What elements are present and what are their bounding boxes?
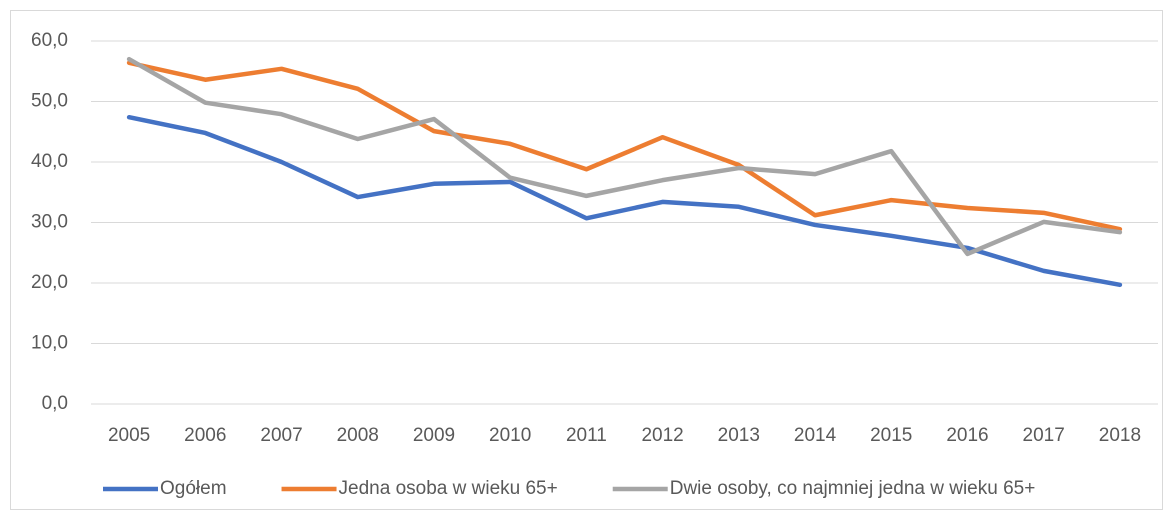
legend-label: Ogółem <box>160 478 227 499</box>
x-tick-label: 2007 <box>260 425 302 446</box>
x-tick-label: 2012 <box>641 425 683 446</box>
y-tick-label: 60,0 <box>31 30 68 51</box>
y-tick-label: 10,0 <box>31 333 68 354</box>
x-tick-label: 2011 <box>566 425 607 446</box>
y-tick-label: 30,0 <box>31 212 68 233</box>
y-tick-label: 0,0 <box>42 393 68 414</box>
x-tick-label: 2006 <box>184 425 226 446</box>
x-tick-label: 2015 <box>870 425 912 446</box>
legend-label: Jedna osoba w wieku 65+ <box>339 478 558 499</box>
x-tick-label: 2008 <box>337 425 379 446</box>
x-tick-label: 2014 <box>794 425 837 446</box>
legend-label: Dwie osoby, co najmniej jedna w wieku 65… <box>670 478 1036 499</box>
x-tick-label: 2013 <box>718 425 760 446</box>
x-tick-label: 2009 <box>413 425 455 446</box>
chart-frame <box>10 10 1163 510</box>
x-tick-label: 2010 <box>489 425 531 446</box>
x-tick-label: 2018 <box>1099 425 1141 446</box>
y-tick-label: 50,0 <box>31 91 68 112</box>
series-line <box>126 60 1123 232</box>
x-tick-label: 2017 <box>1023 425 1065 446</box>
series-line <box>126 114 1123 288</box>
y-tick-label: 20,0 <box>31 272 68 293</box>
x-tick-label: 2005 <box>108 425 150 446</box>
x-tick-label: 2016 <box>946 425 988 446</box>
series-line <box>126 56 1123 257</box>
y-tick-label: 40,0 <box>31 151 68 172</box>
